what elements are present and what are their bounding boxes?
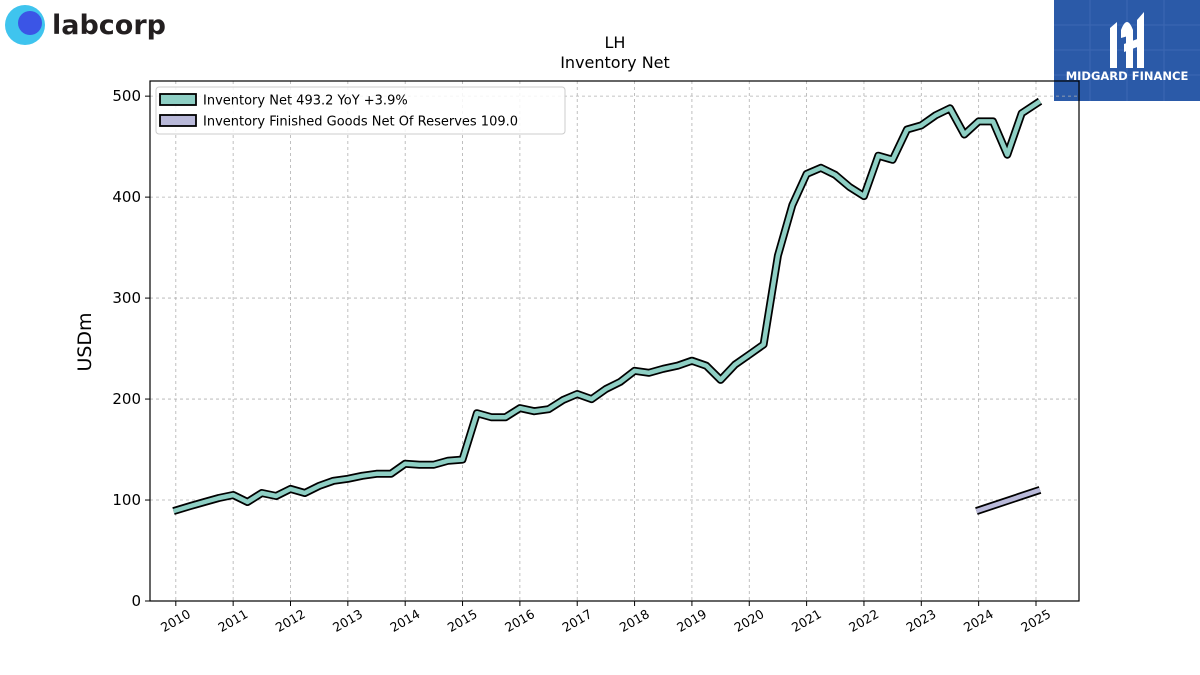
x-tick-label: 2012	[273, 606, 308, 635]
y-tick-label: 500	[112, 87, 141, 105]
chart-subtitle: Inventory Net	[560, 53, 670, 72]
x-tick-label: 2019	[674, 606, 709, 635]
series-lines	[172, 97, 1043, 515]
labcorp-logo-mark-inner	[18, 11, 42, 35]
x-tick-label: 2021	[789, 606, 824, 635]
series-line-1	[975, 487, 1041, 514]
x-tick-label: 2010	[158, 606, 193, 635]
series-line-0	[172, 99, 1042, 514]
x-tick-label: 2025	[1018, 606, 1053, 635]
x-tick-label: 2018	[617, 606, 652, 635]
legend-label-1: Inventory Finished Goods Net Of Reserves…	[203, 115, 518, 130]
x-tick-label: 2020	[731, 606, 766, 635]
x-tick-label: 2015	[445, 606, 480, 635]
series-outline-0	[172, 97, 1043, 515]
x-tick-label: 2024	[961, 606, 996, 635]
y-tick-label: 100	[112, 491, 141, 509]
labcorp-logo: labcorp	[5, 5, 166, 45]
y-axis-ticks: 0 100 200 300 400 500	[112, 87, 150, 610]
x-tick-label: 2013	[330, 606, 365, 635]
legend-label-0: Inventory Net 493.2 YoY +3.9%	[203, 94, 408, 109]
x-tick-label: 2023	[904, 606, 939, 635]
x-axis-ticks: 2010 2011 2012 2013 2014 2015 2016 2017 2018 2019…	[158, 601, 1053, 635]
grid-lines	[150, 81, 1079, 602]
y-axis-label: USDm	[74, 312, 96, 371]
legend-box	[155, 86, 566, 135]
x-tick-label: 2011	[215, 606, 250, 635]
y-tick-label: 400	[112, 188, 141, 206]
legend-swatch-0	[159, 93, 197, 106]
midgard-badge-label: MIDGARD FINANCE	[1066, 69, 1189, 83]
labcorp-logo-wordmark: labcorp	[52, 10, 166, 41]
x-tick-label: 2016	[502, 606, 537, 635]
legend: Inventory Net 493.2 YoY +3.9% Inventory F…	[155, 86, 566, 135]
x-tick-label: 2022	[846, 606, 881, 635]
midgard-badge-emblem-icon	[1110, 12, 1144, 68]
x-tick-label: 2017	[559, 606, 594, 635]
plot-frame	[149, 80, 1080, 602]
y-tick-label: 0	[131, 592, 141, 610]
chart-title: LH	[605, 33, 626, 52]
x-tick-label: 2014	[387, 606, 422, 635]
y-tick-label: 200	[112, 390, 141, 408]
midgard-finance-badge: MIDGARD FINANCE	[1054, 0, 1200, 101]
legend-swatch-1	[159, 114, 197, 127]
y-tick-label: 300	[112, 289, 141, 307]
